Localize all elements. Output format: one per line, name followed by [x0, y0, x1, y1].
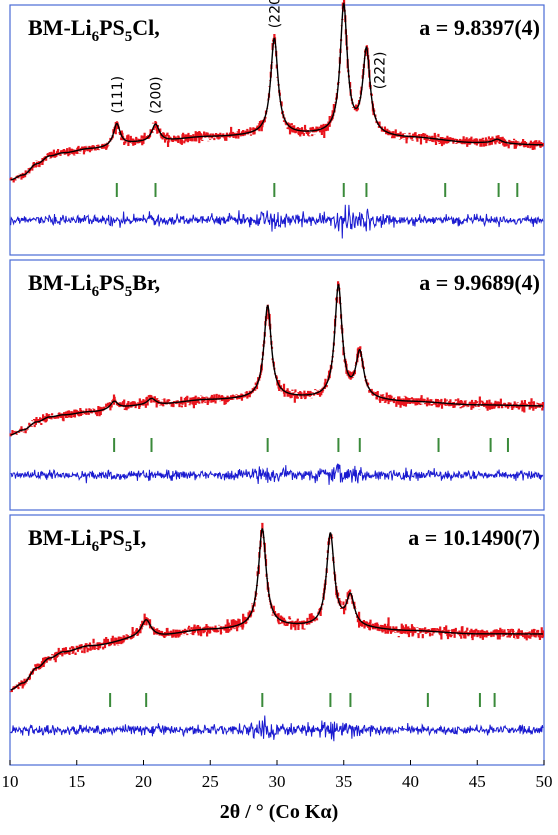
- calculated-pattern: [10, 527, 543, 691]
- hkl-label: (222): [372, 52, 388, 90]
- x-tick-label: 40: [402, 772, 419, 791]
- label-subscript: 6: [92, 29, 100, 45]
- x-tick-label: 10: [2, 772, 19, 791]
- label-text: BM-Li: [28, 525, 92, 550]
- label-text: PS: [99, 525, 125, 550]
- label-subscript: 6: [92, 284, 100, 300]
- panel-label: BM-Li6PS5Br,: [28, 270, 160, 300]
- panel-frame: [9, 4, 545, 256]
- x-tick-label: 15: [68, 772, 85, 791]
- panel-label: BM-Li6PS5Cl,: [28, 15, 160, 45]
- x-tick-label: 45: [469, 772, 486, 791]
- label-text: Br,: [132, 270, 160, 295]
- hkl-label: (220): [267, 0, 283, 28]
- panel-1: BM-Li6PS5Cl, a = 9.8397(4) (111) (200) (220)…: [9, 0, 545, 256]
- label-text: Cl,: [132, 15, 160, 40]
- label-text: BM-Li: [28, 15, 92, 40]
- calculated-pattern: [10, 2, 543, 181]
- x-tick-label: 30: [269, 772, 286, 791]
- lattice-parameter: a = 9.8397(4): [419, 15, 540, 40]
- x-axis: 10 15 20 25 30 35 40 45 50: [2, 760, 553, 791]
- label-text: PS: [99, 270, 125, 295]
- label-subscript: 5: [125, 539, 133, 555]
- difference-curve: [10, 715, 544, 742]
- label-text: I,: [132, 525, 146, 550]
- panel-label: BM-Li6PS5I,: [28, 525, 146, 555]
- label-subscript: 5: [125, 29, 133, 45]
- label-subscript: 6: [92, 539, 100, 555]
- calculated-pattern: [10, 283, 543, 436]
- x-axis-title: 2θ / ° (Co Kα): [220, 801, 338, 823]
- hkl-label: (200): [149, 76, 165, 114]
- difference-curve: [10, 462, 544, 485]
- difference-curve: [10, 204, 544, 239]
- label-subscript: 5: [125, 284, 133, 300]
- x-tick-label: 50: [536, 772, 553, 791]
- x-tick-label: 35: [335, 772, 352, 791]
- hkl-label: (111): [110, 76, 126, 114]
- lattice-parameter: a = 10.1490(7): [408, 525, 540, 550]
- lattice-parameter: a = 9.9689(4): [419, 270, 540, 295]
- x-tick-label: 20: [135, 772, 152, 791]
- panel-frame: [9, 259, 545, 511]
- panels: BM-Li6PS5Cl, a = 9.8397(4)(111) (200)(220)…: [9, 0, 545, 766]
- label-text: BM-Li: [28, 270, 92, 295]
- panel-2: BM-Li6PS5Br, a = 9.9689(4): [9, 259, 545, 511]
- label-text: PS: [99, 15, 125, 40]
- x-tick-label: 25: [202, 772, 219, 791]
